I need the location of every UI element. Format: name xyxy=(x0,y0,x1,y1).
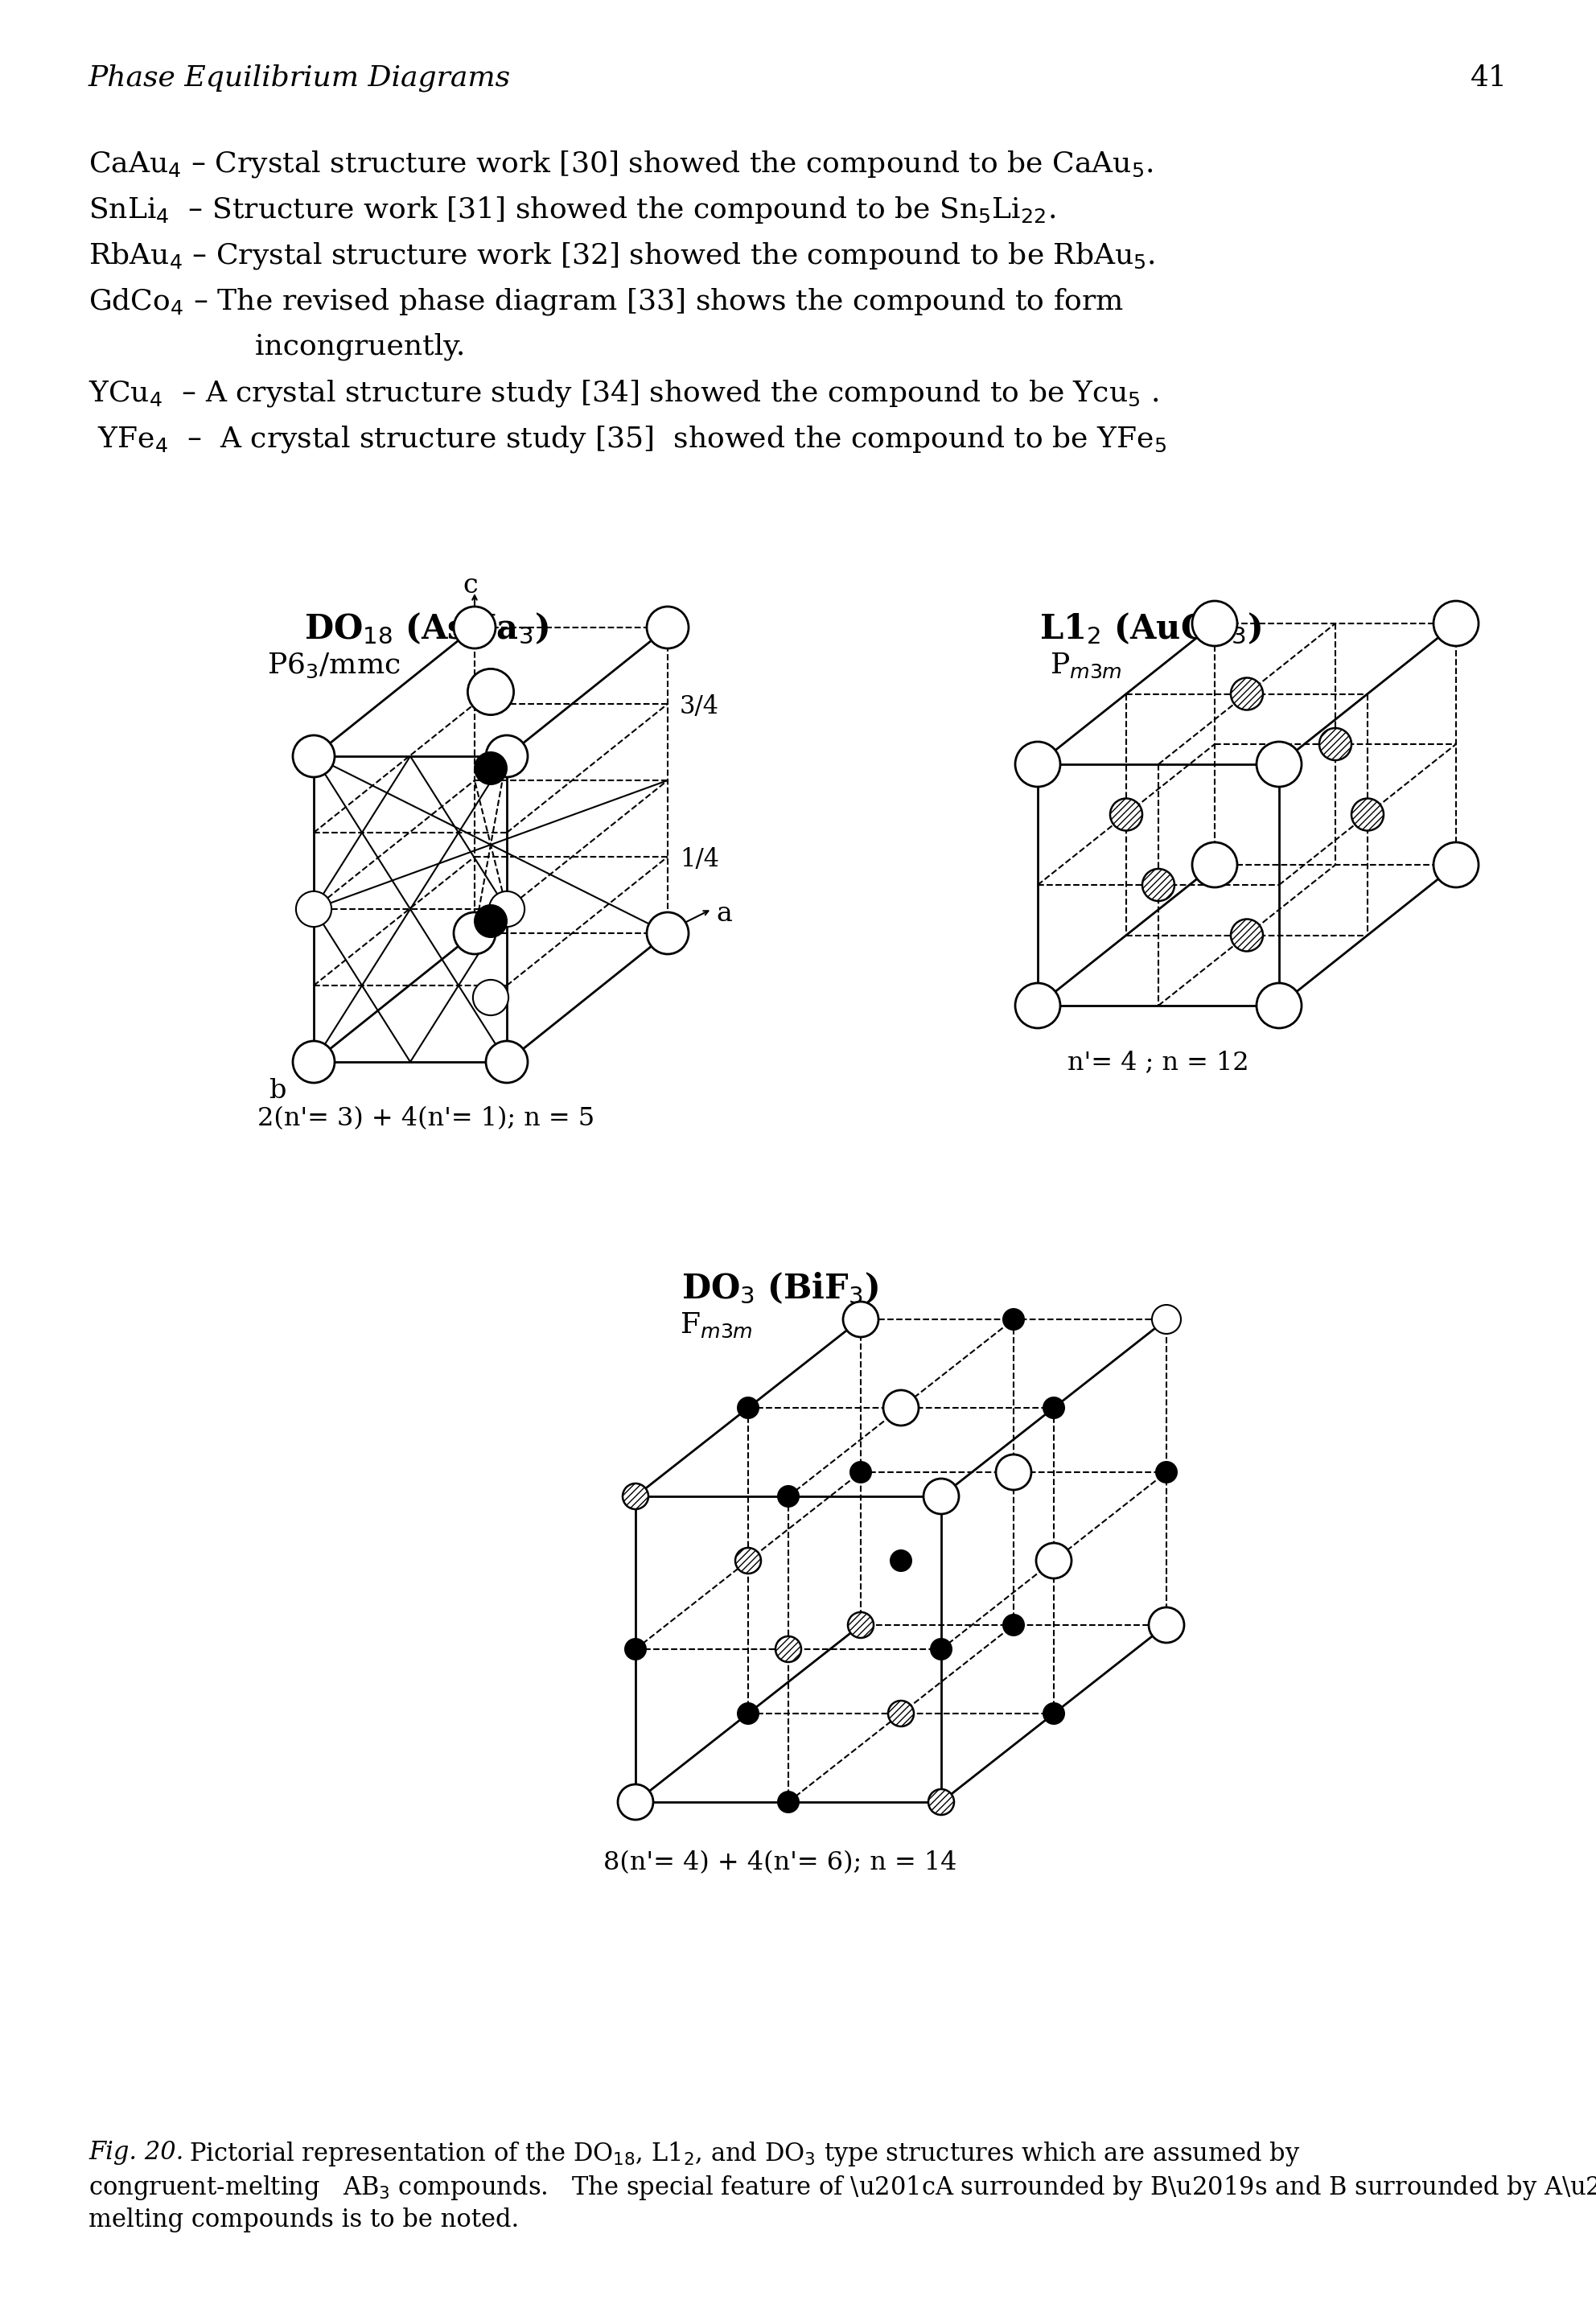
Circle shape xyxy=(1036,1543,1071,1578)
Circle shape xyxy=(474,904,508,938)
Text: L1$_2$ (AuCu$_3$): L1$_2$ (AuCu$_3$) xyxy=(1039,612,1261,646)
Text: incongruently.: incongruently. xyxy=(88,331,466,361)
Circle shape xyxy=(737,1702,760,1725)
Circle shape xyxy=(1192,600,1237,646)
Circle shape xyxy=(488,892,525,927)
Circle shape xyxy=(777,1792,800,1812)
Text: DO$_{18}$ (AsNa$_3$): DO$_{18}$ (AsNa$_3$) xyxy=(305,612,549,646)
Circle shape xyxy=(485,736,528,777)
Circle shape xyxy=(1149,1608,1184,1642)
Circle shape xyxy=(843,1302,878,1336)
Circle shape xyxy=(889,1550,913,1571)
Circle shape xyxy=(1256,741,1302,787)
Circle shape xyxy=(736,1548,761,1573)
Circle shape xyxy=(618,1785,653,1819)
Circle shape xyxy=(453,607,495,649)
Circle shape xyxy=(1002,1309,1025,1332)
Text: a: a xyxy=(717,902,733,927)
Text: melting compounds is to be noted.: melting compounds is to be noted. xyxy=(88,2208,519,2233)
Text: 3/4: 3/4 xyxy=(680,695,720,720)
Text: 2(n'= 3) + 4(n'= 1); n = 5: 2(n'= 3) + 4(n'= 1); n = 5 xyxy=(257,1106,595,1132)
Circle shape xyxy=(1015,741,1060,787)
Text: 1/4: 1/4 xyxy=(680,846,720,872)
Circle shape xyxy=(295,892,332,927)
Circle shape xyxy=(1042,1702,1065,1725)
Circle shape xyxy=(1111,798,1143,830)
Circle shape xyxy=(646,913,688,955)
Circle shape xyxy=(737,1396,760,1419)
Circle shape xyxy=(777,1486,800,1506)
Text: CaAu$_4$ – Crystal structure work [30] showed the compound to be CaAu$_5$.: CaAu$_4$ – Crystal structure work [30] s… xyxy=(88,150,1154,179)
Text: Fig. 20.: Fig. 20. xyxy=(88,2139,184,2164)
Text: YFe$_4$  –  A crystal structure study [35]  showed the compound to be YFe$_5$: YFe$_4$ – A crystal structure study [35]… xyxy=(88,423,1167,455)
Circle shape xyxy=(996,1454,1031,1490)
Circle shape xyxy=(646,607,688,649)
Text: Pictorial representation of the DO$_{18}$, L1$_2$, and DO$_3$ type structures wh: Pictorial representation of the DO$_{18}… xyxy=(188,2139,1301,2169)
Circle shape xyxy=(1231,920,1262,952)
Text: RbAu$_4$ – Crystal structure work [32] showed the compound to be RbAu$_5$.: RbAu$_4$ – Crystal structure work [32] s… xyxy=(88,242,1156,271)
Text: GdCo$_4$ – The revised phase diagram [33] shows the compound to form: GdCo$_4$ – The revised phase diagram [33… xyxy=(88,288,1124,317)
Text: P$_{m3m}$: P$_{m3m}$ xyxy=(1050,651,1122,681)
Text: P6$_{3}$/mmc: P6$_{3}$/mmc xyxy=(267,651,401,681)
Circle shape xyxy=(1433,600,1478,646)
Circle shape xyxy=(468,669,514,715)
Text: YCu$_4$  – A crystal structure study [34] showed the compound to be Ycu$_5$ .: YCu$_4$ – A crystal structure study [34]… xyxy=(88,377,1159,409)
Text: b: b xyxy=(270,1079,287,1104)
Circle shape xyxy=(474,752,508,784)
Circle shape xyxy=(849,1460,871,1484)
Text: 41: 41 xyxy=(1470,64,1508,92)
Text: congruent-melting   AB$_3$ compounds.   The special feature of \u201cA surrounde: congruent-melting AB$_3$ compounds. The … xyxy=(88,2174,1596,2201)
Text: c: c xyxy=(463,573,479,598)
Circle shape xyxy=(472,980,509,1014)
Circle shape xyxy=(776,1635,801,1663)
Circle shape xyxy=(1192,842,1237,888)
Text: 8(n'= 4) + 4(n'= 6); n = 14: 8(n'= 4) + 4(n'= 6); n = 14 xyxy=(603,1849,958,1874)
Circle shape xyxy=(929,1789,954,1815)
Circle shape xyxy=(930,1638,953,1661)
Circle shape xyxy=(624,1638,646,1661)
Circle shape xyxy=(1015,982,1060,1028)
Circle shape xyxy=(453,913,495,955)
Circle shape xyxy=(1002,1615,1025,1635)
Text: Phase Equilibrium Diagrams: Phase Equilibrium Diagrams xyxy=(88,64,511,92)
Text: n'= 4 ; n = 12: n'= 4 ; n = 12 xyxy=(1068,1049,1250,1074)
Circle shape xyxy=(1433,842,1478,888)
Circle shape xyxy=(1352,798,1384,830)
Circle shape xyxy=(887,1700,915,1727)
Circle shape xyxy=(292,1042,335,1083)
Circle shape xyxy=(924,1479,959,1513)
Text: F$_{m3m}$: F$_{m3m}$ xyxy=(680,1311,752,1339)
Circle shape xyxy=(847,1612,873,1638)
Text: DO$_3$ (BiF$_3$): DO$_3$ (BiF$_3$) xyxy=(681,1272,879,1306)
Circle shape xyxy=(1320,729,1352,761)
Circle shape xyxy=(1152,1304,1181,1334)
Circle shape xyxy=(883,1389,919,1426)
Circle shape xyxy=(1231,678,1262,711)
Text: SnLi$_4$  – Structure work [31] showed the compound to be Sn$_5$Li$_{22}$.: SnLi$_4$ – Structure work [31] showed th… xyxy=(88,196,1055,225)
Circle shape xyxy=(292,736,335,777)
Circle shape xyxy=(1256,982,1302,1028)
Circle shape xyxy=(1042,1396,1065,1419)
Circle shape xyxy=(1156,1460,1178,1484)
Circle shape xyxy=(1143,869,1175,902)
Circle shape xyxy=(485,1042,528,1083)
Circle shape xyxy=(622,1484,648,1509)
